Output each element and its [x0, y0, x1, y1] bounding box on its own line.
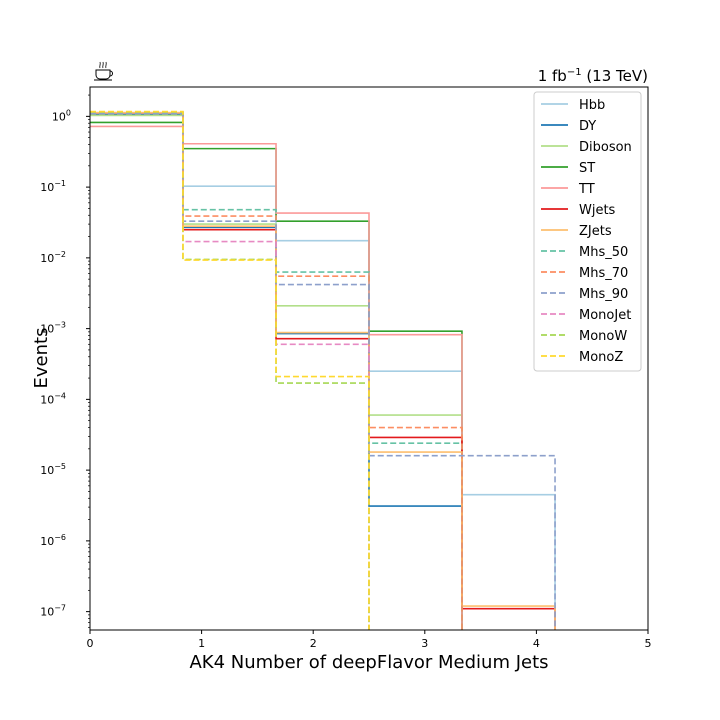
legend: Hbb DY Diboson ST TT Wjets ZJets Mhs_50 Mhs_70 Mh…	[533, 91, 642, 372]
legend-label: ST	[579, 161, 595, 176]
x-tick-label: 2	[310, 637, 317, 650]
x-tick-label: 4	[533, 637, 540, 650]
y-tick-label: 100	[52, 108, 71, 123]
series-monoz	[90, 110, 370, 630]
y-tick-label: 10−3	[40, 321, 66, 336]
legend-label: Wjets	[579, 203, 616, 218]
legend-label: Mhs_50	[579, 245, 628, 260]
y-tick-label: 10−5	[40, 462, 66, 477]
y-tick-label: 10−7	[40, 604, 66, 619]
lumi-label: 1 fb−1 (13 TeV)	[538, 67, 648, 85]
legend-label: Diboson	[579, 140, 632, 155]
legend-label: DY	[579, 119, 596, 134]
legend-label: MonoJet	[579, 308, 631, 323]
y-axis: 100 10−1 10−2 10−3 10−4 10−5 10−6 10−7	[40, 94, 90, 628]
legend-box	[533, 91, 642, 372]
legend-label: TT	[578, 182, 595, 197]
x-axis-title: AK4 Number of deepFlavor Medium Jets	[189, 652, 548, 673]
legend-label: Mhs_90	[579, 287, 628, 302]
legend-label: Mhs_70	[579, 266, 628, 281]
plot-frame	[89, 86, 649, 631]
legend-label: MonoZ	[579, 350, 623, 365]
x-axis: 0 1 2 3 4 5	[87, 630, 652, 650]
y-tick-label: 10−6	[40, 533, 66, 548]
x-tick-label: 3	[421, 637, 428, 650]
legend-label: Hbb	[579, 98, 605, 113]
series-layer	[90, 110, 556, 630]
legend-label: ZJets	[579, 224, 612, 239]
y-tick-label: 10−2	[40, 250, 66, 265]
y-axis-title: Events	[31, 328, 52, 389]
x-tick-label: 0	[87, 637, 94, 650]
legend-label: MonoW	[579, 329, 627, 344]
x-tick-label: 1	[198, 637, 205, 650]
y-tick-label: 10−4	[40, 391, 66, 406]
x-tick-label: 5	[645, 637, 652, 650]
coffee-cup-icon	[94, 61, 113, 81]
series-mhs-70	[90, 112, 463, 630]
y-tick-label: 10−1	[40, 179, 66, 194]
